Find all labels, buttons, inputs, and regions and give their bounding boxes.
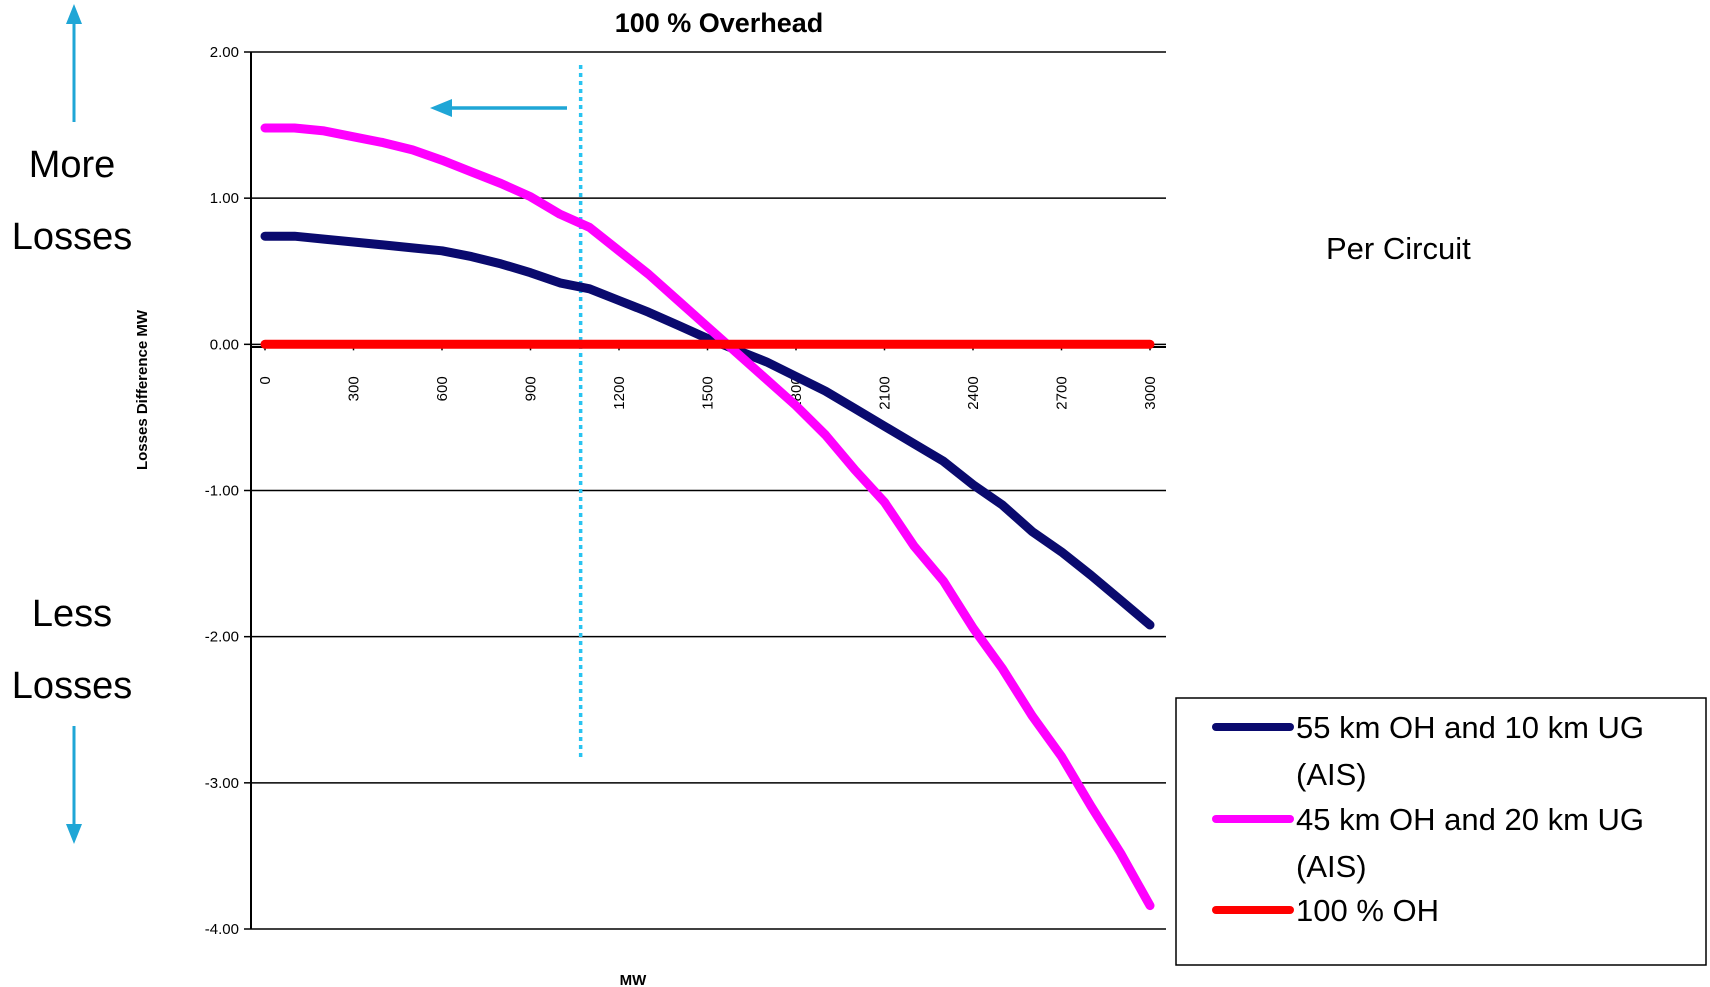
x-tick-label: 1500 — [700, 376, 717, 409]
y-tick-label: 2.00 — [210, 44, 239, 61]
legend-box — [1175, 697, 1707, 966]
legend-label-45km: 45 km OH and 20 km UG (AIS) — [1296, 802, 1653, 884]
y-tick-labels: 2.00 1.00 0.00 -1.00 -2.00 -3.00 -4.00 — [205, 44, 239, 938]
gridlines — [244, 51, 1166, 930]
legend-label-100oh: 100 % OH — [1296, 893, 1439, 928]
x-tick-label: 1200 — [611, 376, 628, 409]
series-line-1 — [260, 231, 1155, 630]
x-tick-label: 900 — [523, 376, 540, 401]
down-arrow-head — [66, 824, 82, 844]
x-tick-label: 2100 — [877, 376, 894, 409]
x-tick-label: 600 — [434, 376, 451, 401]
chart-title: 100 % Overhead — [615, 8, 824, 38]
less-label: Less — [32, 593, 112, 635]
more-label: More — [29, 144, 116, 186]
legend-label-45km-line2: (AIS) — [1296, 849, 1367, 884]
y-tick-label: -2.00 — [205, 629, 239, 646]
x-tick-label: 3000 — [1142, 376, 1159, 409]
left-arrow-head — [430, 99, 452, 117]
x-axis-title: MW — [620, 972, 647, 987]
y-tick-label: -1.00 — [205, 483, 239, 500]
y-tick-label: 0.00 — [210, 336, 239, 353]
less-losses-label: Losses — [12, 665, 132, 707]
y-tick-label: -4.00 — [205, 921, 239, 938]
x-tick-label: 2400 — [965, 376, 982, 409]
more-losses-label: Losses — [12, 216, 132, 258]
y-tick-label: -3.00 — [205, 775, 239, 792]
x-tick-label: 2700 — [1054, 376, 1071, 409]
x-tick-label: 300 — [346, 376, 363, 401]
legend-label-45km-line1: 45 km OH and 20 km UG — [1296, 802, 1644, 837]
legend-label-55km-line2: (AIS) — [1296, 757, 1367, 792]
per-circuit-label: Per Circuit — [1326, 231, 1471, 266]
series-lines — [260, 123, 1155, 911]
up-arrow-head — [66, 4, 82, 24]
x-tick-labels: 0 300 600 900 1200 1500 1800 2100 2400 2700 3000 — [257, 344, 1159, 410]
legend: 55 km OH and 10 km UG (AIS) 45 km OH and… — [1175, 697, 1707, 966]
legend-label-55km-line1: 55 km OH and 10 km UG — [1296, 710, 1644, 745]
legend-label-55km: 55 km OH and 10 km UG (AIS) — [1296, 710, 1653, 792]
y-axis-title: Losses Difference MW — [134, 309, 151, 470]
direction-arrows — [66, 4, 567, 844]
x-tick-label: 0 — [257, 376, 274, 384]
series-line-2 — [260, 123, 1155, 911]
y-tick-label: 1.00 — [210, 190, 239, 207]
